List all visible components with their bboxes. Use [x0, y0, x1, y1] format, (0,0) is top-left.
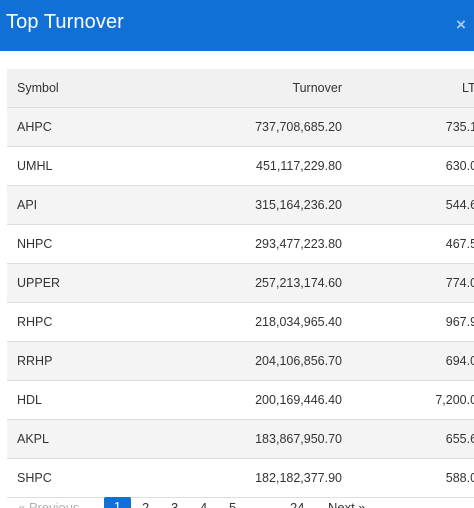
- table-row[interactable]: API 315,164,236.20 544.60: [7, 185, 474, 225]
- cell-turnover: 204,106,856.70: [167, 341, 342, 381]
- cell-turnover: 200,169,446.40: [167, 380, 342, 420]
- widget-title: Top Turnover: [6, 11, 124, 33]
- table-row[interactable]: UMHL 451,117,229.80 630.00: [7, 146, 474, 186]
- cell-turnover: 451,117,229.80: [167, 146, 342, 186]
- cell-symbol: SHPC: [7, 458, 167, 498]
- cell-turnover: 182,182,377.90: [167, 458, 342, 498]
- cell-ltp: 774.00: [342, 263, 474, 303]
- cell-ltp: 544.60: [342, 185, 474, 225]
- table-row[interactable]: AHPC 737,708,685.20 735.10: [7, 107, 474, 147]
- pagination-page-3[interactable]: 3: [171, 500, 179, 508]
- cell-ltp: 630.00: [342, 146, 474, 186]
- column-header-ltp[interactable]: LTP: [342, 69, 474, 108]
- pagination-ellipsis: …: [259, 500, 272, 508]
- pagination-page-1[interactable]: 1: [104, 497, 131, 508]
- pagination-page-5[interactable]: 5: [229, 500, 237, 508]
- cell-turnover: 737,708,685.20: [167, 107, 342, 147]
- pagination: « Previous 1 2 3 4 5 … 24 Next »: [0, 497, 474, 508]
- cell-ltp: 655.60: [342, 419, 474, 459]
- turnover-table-container: Symbol Turnover LTP AHPC 737,708,685.20 …: [7, 69, 474, 498]
- pagination-page-4[interactable]: 4: [200, 500, 208, 508]
- cell-ltp: 694.00: [342, 341, 474, 381]
- cell-turnover: 315,164,236.20: [167, 185, 342, 225]
- cell-turnover: 218,034,965.40: [167, 302, 342, 342]
- table-header-row: Symbol Turnover LTP: [7, 69, 474, 108]
- cell-turnover: 293,477,223.80: [167, 224, 342, 264]
- pagination-page-last[interactable]: 24: [290, 500, 305, 508]
- widget-header: Top Turnover ×: [0, 0, 474, 51]
- cell-ltp: 588.00: [342, 458, 474, 498]
- close-icon[interactable]: ×: [456, 15, 466, 34]
- table-row[interactable]: NHPC 293,477,223.80 467.50: [7, 224, 474, 264]
- cell-turnover: 183,867,950.70: [167, 419, 342, 459]
- table-row[interactable]: AKPL 183,867,950.70 655.60: [7, 419, 474, 459]
- cell-symbol: RHPC: [7, 302, 167, 342]
- table-row[interactable]: RRHP 204,106,856.70 694.00: [7, 341, 474, 381]
- cell-symbol: AHPC: [7, 107, 167, 147]
- cell-symbol: UMHL: [7, 146, 167, 186]
- pagination-next-button[interactable]: Next »: [328, 500, 366, 508]
- cell-ltp: 735.10: [342, 107, 474, 147]
- cell-symbol: NHPC: [7, 224, 167, 264]
- cell-ltp: 967.90: [342, 302, 474, 342]
- cell-symbol: API: [7, 185, 167, 225]
- table-row[interactable]: HDL 200,169,446.40 7,200.00: [7, 380, 474, 420]
- cell-symbol: HDL: [7, 380, 167, 420]
- table-row[interactable]: RHPC 218,034,965.40 967.90: [7, 302, 474, 342]
- cell-symbol: UPPER: [7, 263, 167, 303]
- cell-ltp: 7,200.00: [342, 380, 474, 420]
- table-row[interactable]: UPPER 257,213,174.60 774.00: [7, 263, 474, 303]
- turnover-table: Symbol Turnover LTP AHPC 737,708,685.20 …: [7, 69, 474, 498]
- pagination-previous-button[interactable]: « Previous: [18, 500, 80, 508]
- pagination-page-2[interactable]: 2: [142, 500, 150, 508]
- cell-symbol: RRHP: [7, 341, 167, 381]
- column-header-turnover[interactable]: Turnover: [167, 69, 342, 108]
- cell-ltp: 467.50: [342, 224, 474, 264]
- table-row[interactable]: SHPC 182,182,377.90 588.00: [7, 458, 474, 498]
- column-header-symbol[interactable]: Symbol: [7, 69, 167, 108]
- cell-symbol: AKPL: [7, 419, 167, 459]
- cell-turnover: 257,213,174.60: [167, 263, 342, 303]
